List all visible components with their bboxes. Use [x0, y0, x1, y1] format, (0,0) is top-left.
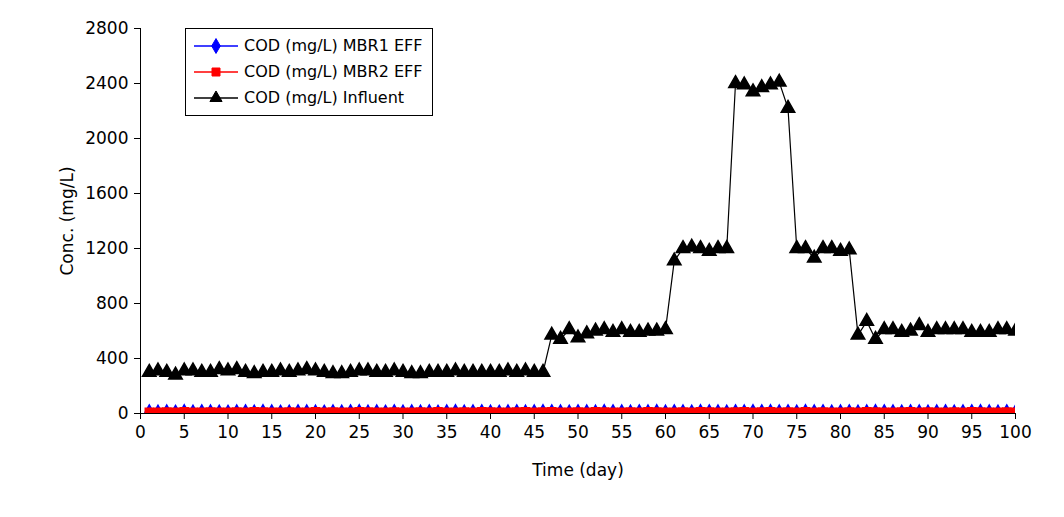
svg-text:50: 50	[567, 422, 589, 442]
html-text:COD (mg/L) Influent: COD (mg/L) Influent	[244, 88, 405, 107]
svg-text:90: 90	[917, 422, 939, 442]
svg-text:10: 10	[217, 422, 239, 442]
svg-text:80: 80	[830, 422, 852, 442]
svg-text:75: 75	[786, 422, 808, 442]
svg-text:2000: 2000	[85, 128, 128, 148]
svg-text:15: 15	[261, 422, 283, 442]
svg-text:0: 0	[118, 403, 129, 423]
svg-text:1200: 1200	[85, 238, 128, 258]
svg-text:85: 85	[873, 422, 895, 442]
html-text:COD (mg/L) MBR1 EFF: COD (mg/L) MBR1 EFF	[244, 36, 423, 55]
svg-text:400: 400	[96, 348, 128, 368]
svg-text:60: 60	[655, 422, 677, 442]
svg-text:95: 95	[961, 422, 983, 442]
svg-text:Time (day): Time (day)	[531, 460, 624, 480]
svg-text:20: 20	[305, 422, 327, 442]
svg-text:100: 100	[999, 422, 1031, 442]
svg-text:Conc. (mg/L): Conc. (mg/L)	[57, 166, 77, 275]
svg-text:25: 25	[348, 422, 370, 442]
svg-text:2800: 2800	[85, 18, 128, 38]
svg-text:45: 45	[523, 422, 545, 442]
svg-text:70: 70	[742, 422, 764, 442]
svg-text:65: 65	[698, 422, 720, 442]
svg-text:30: 30	[392, 422, 414, 442]
svg-text:35: 35	[436, 422, 458, 442]
html-text:COD (mg/L) MBR2 EFF: COD (mg/L) MBR2 EFF	[244, 62, 423, 81]
svg-text:40: 40	[480, 422, 502, 442]
svg-text:0: 0	[135, 422, 146, 442]
svg-text:55: 55	[611, 422, 633, 442]
svg-text:1600: 1600	[85, 183, 128, 203]
svg-text:2400: 2400	[85, 73, 128, 93]
svg-text:5: 5	[179, 422, 190, 442]
svg-text:800: 800	[96, 293, 128, 313]
